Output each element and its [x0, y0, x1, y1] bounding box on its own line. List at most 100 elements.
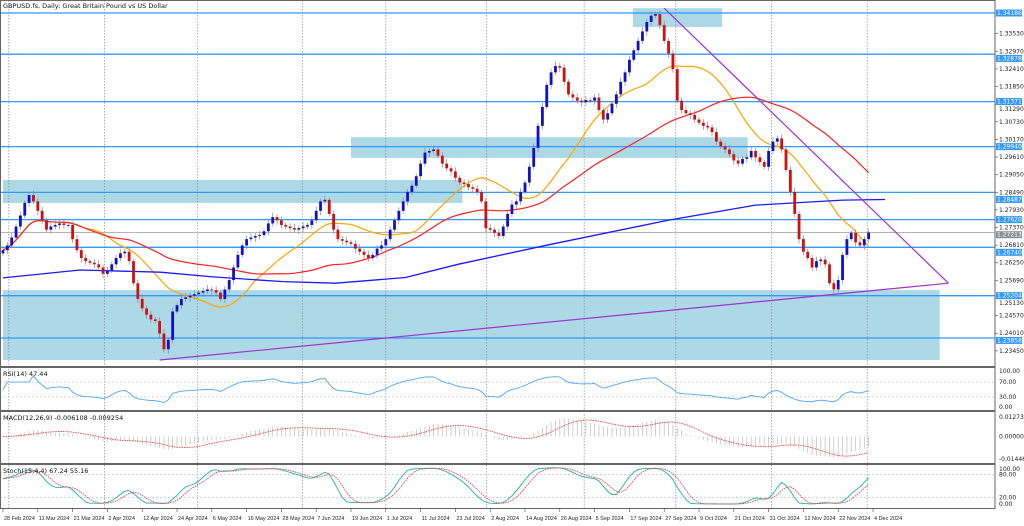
macd-axis-label: 0.012734: [999, 414, 1024, 421]
bear-candle: [336, 229, 340, 240]
bull-candle: [514, 201, 518, 205]
price-tick-label: 1.32410: [999, 66, 1024, 73]
bear-candle: [149, 314, 153, 320]
bull-candle: [375, 248, 379, 255]
stoch-axis-label: 0.00: [999, 501, 1013, 508]
bull-candle: [406, 191, 409, 202]
stoch-label: Stoch(15,4,4) 67.24 55.16: [3, 467, 88, 475]
bear-candle: [40, 210, 44, 221]
bull-candle: [236, 254, 240, 268]
time-tick-label: 9 Oct 2024: [700, 516, 727, 522]
bull-candle: [506, 213, 509, 227]
bear-candle: [471, 187, 475, 189]
rsi-line: [2, 374, 869, 404]
bear-candle: [562, 67, 566, 82]
bear-candle: [793, 191, 797, 214]
bear-candle: [788, 169, 792, 192]
ma-mid-line: [2, 96, 870, 275]
bull-candle: [27, 195, 31, 203]
chart-title: GBPUSD.fs, Daily: Great Britain Pound vs…: [3, 2, 168, 10]
bear-candle: [327, 199, 331, 214]
trendlines[interactable]: [159, 7, 949, 361]
rsi-axis-label: 0.00: [999, 404, 1013, 411]
bear-candle: [758, 157, 762, 163]
level-price-tag: [996, 54, 1022, 62]
bear-candle: [458, 177, 462, 183]
time-tick-label: 1 Jul 2024: [387, 516, 412, 522]
bear-candle: [92, 262, 96, 265]
price-tick-label: 1.32970: [999, 48, 1024, 55]
bear-candle: [449, 168, 453, 172]
bear-candle: [140, 298, 144, 309]
price-tick-label: 1.30170: [999, 136, 1024, 143]
bull-candle: [388, 229, 392, 240]
rsi-axis-label: 30.00: [999, 394, 1016, 401]
bear-candle: [662, 25, 666, 41]
level-price-label: 1.32878: [997, 55, 1022, 62]
bull-candle: [240, 245, 244, 255]
indicator-panels: [0, 374, 995, 505]
bear-candle: [436, 149, 440, 156]
time-tick-label: 17 Sep 2024: [630, 516, 661, 522]
time-tick-label: 31 Oct 2024: [770, 516, 800, 522]
bull-candle: [532, 147, 536, 167]
time-tick-label: 5 Sep 2024: [596, 516, 624, 522]
bear-candle: [467, 184, 470, 188]
macd-axis-label: 0.000000: [999, 434, 1024, 441]
bull-candle: [845, 239, 849, 255]
bull-candle: [179, 298, 183, 306]
bear-candle: [706, 125, 710, 128]
bear-candle: [127, 251, 131, 262]
time-tick-label: 26 Aug 2024: [561, 516, 592, 522]
bull-candle: [527, 166, 531, 183]
time-tick-label: 2 Apr 2024: [108, 516, 135, 522]
bear-candle: [219, 292, 222, 299]
bear-candle: [754, 151, 757, 158]
bear-candle: [284, 224, 288, 227]
panel-frame: [0, 464, 996, 509]
price-tick-label: 1.29050: [999, 172, 1024, 179]
bull-candle: [584, 100, 588, 103]
bull-candle: [419, 163, 422, 177]
bull-candle: [245, 239, 248, 246]
bear-candle: [288, 226, 292, 229]
bull-candle: [523, 182, 527, 192]
bear-candle: [784, 149, 788, 170]
bull-candle: [380, 245, 383, 249]
bear-candle: [484, 201, 488, 229]
level-price-tag: [996, 195, 1022, 203]
time-tick-label: 16 May 2024: [248, 516, 280, 522]
bear-candle: [658, 14, 662, 26]
moving-averages: [2, 65, 886, 308]
level-price-tag: [996, 216, 1022, 224]
price-tick-label: 1.27930: [999, 207, 1024, 214]
level-price-label: 1.29940: [997, 144, 1022, 151]
bull-candle: [393, 220, 396, 230]
bear-candle: [780, 138, 784, 150]
macd-axis-label: -0.014461: [999, 456, 1024, 463]
bull-candle: [867, 232, 871, 240]
bull-candle: [123, 251, 127, 254]
price-tick-label: 1.25130: [999, 300, 1024, 307]
bear-candle: [62, 223, 66, 225]
bear-candle: [762, 162, 766, 167]
bear-candle: [575, 97, 579, 101]
bull-candle: [201, 291, 205, 293]
bull-candle: [171, 311, 175, 340]
time-tick-label: 12 Apr 2024: [143, 516, 173, 522]
bear-candle: [802, 239, 805, 252]
price-tick-label: 1.27370: [999, 224, 1024, 231]
price-tick-label: 1.24570: [999, 313, 1024, 320]
level-price-label: 1.34186: [997, 10, 1022, 17]
bull-candle: [314, 210, 318, 221]
bear-candle: [680, 100, 683, 111]
bear-candle: [210, 289, 214, 291]
bear-candle: [349, 242, 353, 244]
time-tick-label: 2 Aug 2024: [491, 516, 519, 522]
bull-candle: [397, 210, 401, 221]
bull-candle: [628, 59, 631, 73]
bull-candle: [262, 231, 266, 236]
bull-candle: [114, 258, 118, 265]
bull-candle: [106, 270, 109, 274]
